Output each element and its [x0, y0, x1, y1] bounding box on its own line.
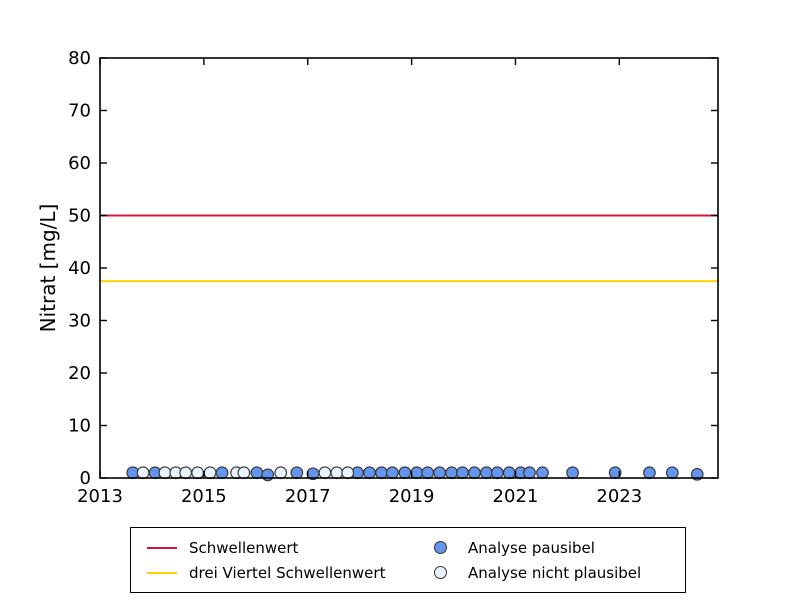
data-point: [250, 466, 264, 480]
y-tick-label: 80: [68, 48, 91, 69]
data-point: [456, 466, 469, 480]
data-point: [490, 466, 504, 480]
data-point: [136, 466, 150, 480]
x-tick-label: 2013: [77, 486, 123, 507]
legend-label: Schwellenwert: [189, 538, 299, 557]
data-point: [398, 466, 412, 480]
y-axis-label: Nitrat [mg/L]: [36, 203, 60, 333]
data-point: [468, 466, 481, 480]
legend-label: drei Viertel Schwellenwert: [189, 563, 386, 582]
data-point: [433, 466, 446, 480]
three-quarter-line-swatch: [147, 571, 177, 574]
data-point: [318, 466, 332, 480]
y-tick-label: 20: [68, 363, 91, 384]
data-point: [215, 466, 229, 480]
x-tick-label: 2015: [181, 486, 227, 507]
data-point: [665, 466, 679, 480]
data-point: [643, 466, 656, 480]
x-tick-label: 2023: [596, 486, 642, 507]
axes-frame: [99, 57, 719, 479]
data-point: [191, 466, 204, 480]
y-tick-label: 30: [68, 311, 91, 332]
data-point: [523, 466, 536, 480]
data-point: [375, 466, 388, 480]
y-tick-label: 0: [80, 468, 91, 489]
legend-item-schwellenwert: Schwellenwert: [147, 539, 407, 557]
data-point: [536, 466, 549, 480]
y-tick-label: 10: [68, 416, 91, 437]
data-point: [445, 466, 458, 480]
y-tick-label: 40: [68, 258, 91, 279]
data-point: [363, 466, 376, 480]
data-point: [203, 466, 217, 480]
data-point: [261, 468, 275, 482]
legend-label: Analyse nicht plausibel: [468, 563, 642, 582]
data-point: [330, 466, 344, 480]
data-point: [237, 466, 251, 480]
y-tick-label: 60: [68, 153, 91, 174]
legend-item-plausibel: Analyse pausibel: [425, 539, 641, 557]
data-point: [179, 466, 193, 480]
x-tick-label: 2019: [389, 486, 435, 507]
filled-marker-swatch: [434, 541, 447, 554]
y-tick-label: 50: [68, 206, 91, 227]
data-point: [341, 466, 355, 480]
legend-item-nicht-plausibel: Analyse nicht plausibel: [425, 564, 641, 582]
data-point: [502, 466, 516, 480]
data-point: [566, 466, 579, 480]
x-tick-label: 2021: [493, 486, 539, 507]
data-point: [421, 466, 435, 480]
x-tick-label: 2017: [285, 486, 331, 507]
data-point: [290, 466, 304, 480]
open-marker-swatch: [434, 566, 447, 579]
legend-label: Analyse pausibel: [468, 538, 595, 557]
data-point: [410, 466, 424, 480]
data-point: [386, 466, 399, 480]
y-tick-label: 70: [68, 101, 91, 122]
legend-item-drei-viertel: drei Viertel Schwellenwert: [147, 564, 407, 582]
legend: Schwellenwert drei Viertel Schwellenwert…: [130, 527, 686, 593]
data-point: [480, 466, 493, 480]
data-point: [274, 466, 288, 480]
data-point: [158, 466, 172, 480]
threshold-line-swatch: [147, 546, 177, 549]
